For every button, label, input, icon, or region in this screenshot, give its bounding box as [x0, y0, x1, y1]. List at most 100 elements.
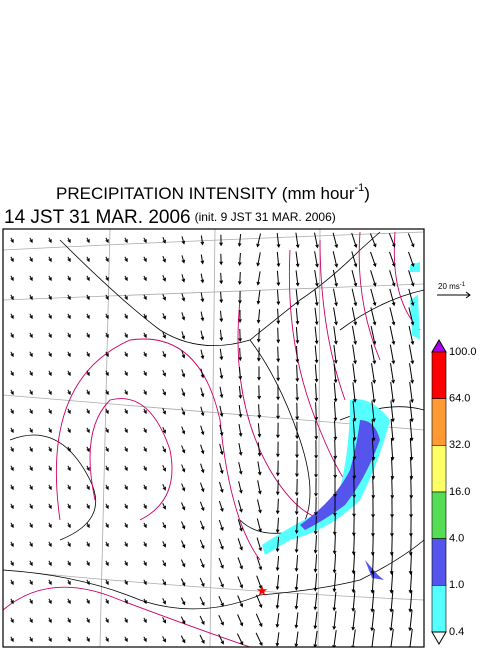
wind-arrow	[351, 269, 358, 287]
wind-arrow	[333, 307, 338, 326]
wind-arrow	[219, 386, 224, 399]
wind-arrow	[124, 256, 128, 263]
wind-arrow	[390, 476, 395, 499]
wind-arrow	[255, 632, 263, 647]
wind-arrow	[124, 636, 128, 643]
wind-arrow	[389, 532, 394, 557]
wind-arrow	[238, 366, 243, 381]
wind-arrow	[181, 236, 186, 245]
colorbar-segment	[431, 585, 447, 633]
wind-arrow	[10, 598, 14, 605]
wind-arrow	[409, 363, 414, 384]
wind-arrow	[124, 465, 128, 472]
wind-arrow	[143, 560, 147, 567]
wind-arrow	[237, 519, 243, 532]
wind-arrow	[143, 484, 147, 491]
wind-arrow	[408, 344, 415, 365]
wind-arrow	[294, 612, 299, 629]
wind-arrow	[162, 636, 166, 643]
wind-arrow	[124, 275, 128, 282]
wind-arrow	[371, 494, 375, 519]
wind-arrow	[29, 503, 33, 510]
wind-arrow	[409, 438, 414, 461]
wind-arrow	[333, 439, 338, 460]
wind-arrow	[181, 350, 186, 359]
wind-arrow	[143, 427, 147, 434]
wind-arrow	[238, 481, 243, 494]
vector-legend-label: 20 ms-1	[438, 282, 466, 292]
wind-arrow	[181, 502, 186, 511]
wind-arrow	[29, 484, 33, 491]
wind-arrow	[29, 636, 33, 643]
wind-arrow	[105, 275, 109, 282]
wind-arrow	[351, 325, 357, 346]
wind-arrow	[389, 344, 396, 365]
wind-arrow	[218, 500, 224, 512]
map-frame	[2, 228, 425, 648]
wind-arrow	[105, 446, 109, 453]
wind-arrow	[218, 538, 224, 550]
wind-arrow	[124, 446, 128, 453]
wind-arrow	[256, 309, 261, 324]
wind-arrow	[294, 631, 299, 647]
wind-arrow	[162, 237, 166, 244]
wind-arrow	[48, 579, 52, 586]
wind-arrow	[390, 400, 395, 423]
wind-arrow	[67, 237, 71, 244]
wind-arrow	[219, 253, 223, 266]
wind-arrow	[294, 478, 299, 497]
wind-arrow	[389, 609, 394, 632]
wind-arrow	[48, 446, 52, 453]
wind-arrow	[10, 427, 14, 434]
wind-arrow	[67, 579, 71, 586]
wind-arrow	[162, 332, 166, 339]
wind-arrow	[389, 307, 396, 326]
wind-arrow	[48, 598, 52, 605]
wind-arrow	[67, 313, 71, 320]
wind-arrow	[276, 403, 280, 420]
wind-arrow	[218, 519, 224, 532]
wind-arrow	[180, 578, 186, 587]
wind-arrow	[143, 598, 147, 605]
wind-arrow	[276, 289, 281, 306]
wind-arrow	[219, 291, 224, 304]
wind-arrow	[48, 617, 52, 624]
wind-arrow	[313, 630, 318, 647]
wind-arrow	[238, 310, 242, 324]
wind-arrow	[238, 462, 243, 475]
wind-arrow	[295, 345, 300, 364]
wind-arrow	[294, 574, 299, 591]
wind-arrow	[199, 577, 205, 588]
wind-arrow	[257, 404, 262, 419]
wind-arrow	[143, 275, 147, 282]
wind-arrow	[219, 481, 224, 494]
wind-arrow	[10, 617, 14, 624]
wind-arrow	[257, 385, 262, 400]
wind-arrow	[29, 237, 33, 244]
wind-arrow	[86, 256, 90, 263]
wind-arrow	[389, 325, 396, 345]
location-marker: ★	[256, 583, 269, 599]
wind-arrow	[314, 421, 319, 440]
wind-arrow	[219, 462, 224, 475]
wind-arrow	[124, 503, 128, 510]
wind-arrow	[276, 270, 281, 287]
wind-arrow	[332, 232, 339, 249]
wind-arrow	[162, 579, 166, 586]
wind-arrow	[143, 446, 147, 453]
wind-arrow	[86, 427, 90, 434]
wind-arrow	[67, 522, 71, 529]
wind-arrow	[370, 325, 377, 345]
wind-arrow	[48, 389, 52, 396]
wind-arrow	[332, 269, 338, 288]
wind-arrow	[351, 610, 356, 631]
wind-arrow	[238, 443, 243, 456]
wind-arrow	[389, 628, 394, 647]
wind-arrow	[219, 310, 224, 323]
wind-arrow	[333, 288, 338, 307]
wind-arrow	[332, 572, 337, 593]
wind-arrow	[370, 251, 377, 268]
wind-arrow	[409, 513, 413, 538]
wind-arrow	[333, 420, 338, 441]
wind-arrow	[295, 364, 300, 383]
